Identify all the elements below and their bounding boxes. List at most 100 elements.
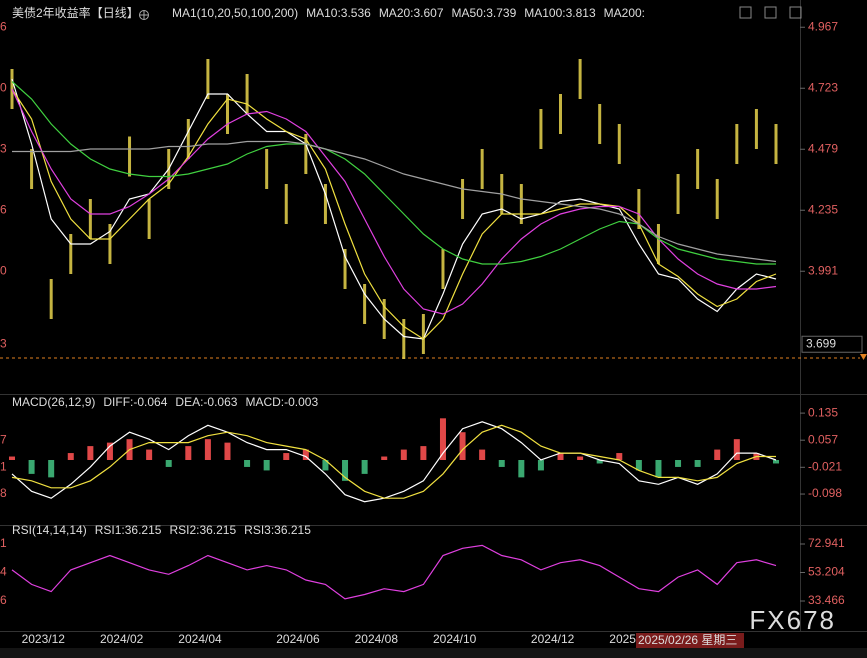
cursor-date: 2025/02/26 星期三	[638, 633, 737, 647]
macd-bar	[479, 449, 486, 460]
macd-bar	[537, 460, 544, 471]
macd-bar	[694, 460, 701, 467]
y-tick-label: -0.098	[808, 486, 842, 500]
series-line	[11, 421, 777, 503]
y-tick-label: 4.967	[808, 19, 838, 33]
left-axis-label: 8	[0, 486, 7, 500]
macd-bar	[655, 460, 662, 478]
legend-entry: DIFF:-0.064	[103, 395, 167, 409]
legend-entry: MA50:3.739	[452, 6, 517, 20]
chart-title: 美债2年收益率	[12, 5, 91, 20]
left-axis-label: 6	[0, 593, 7, 607]
y-tick-label: 72.941	[808, 536, 845, 550]
legend-entry: DEA:-0.063	[175, 395, 237, 409]
macd-bar	[106, 442, 113, 460]
macd-bar	[420, 446, 427, 460]
macd-bar	[263, 460, 270, 471]
watermark: FX678	[749, 605, 836, 635]
legend-entry: RSI(14,14,14)	[12, 523, 87, 537]
left-axis-label: 1	[0, 459, 7, 473]
last-price-box	[801, 335, 863, 353]
y-tick-label: 33.466	[808, 593, 845, 607]
macd-bar	[635, 460, 642, 471]
macd-bar	[596, 460, 603, 464]
series-line	[12, 140, 777, 263]
y-tick-label: 4.235	[808, 202, 838, 216]
series-line	[11, 88, 777, 340]
add-icon[interactable]	[139, 10, 149, 20]
x-tick-label: 2024/12	[531, 632, 575, 646]
left-axis-label: 3	[0, 336, 7, 350]
y-tick-label: 4.723	[808, 80, 838, 94]
toolbar-button[interactable]	[789, 6, 802, 19]
macd-bar	[557, 453, 564, 460]
toolbar-button[interactable]	[739, 6, 752, 19]
macd-bar	[733, 439, 740, 460]
x-tick-label: 2024/02	[100, 632, 144, 646]
macd-bar	[361, 460, 368, 474]
series-line	[11, 88, 777, 315]
x-tick-label: 2024/08	[355, 632, 399, 646]
macd-bar	[67, 453, 74, 460]
macd-bar	[616, 453, 623, 460]
left-axis-label: 0	[0, 263, 7, 277]
macd-bar	[675, 460, 682, 467]
macd-bar	[9, 456, 15, 460]
legend-entry: MA1(10,20,50,100,200)	[172, 6, 298, 20]
series-line	[11, 81, 776, 265]
left-axis-label: 6	[0, 19, 7, 33]
legend-entry: MA100:3.813	[524, 6, 596, 20]
tab-strip	[0, 648, 867, 658]
macd-bar	[244, 460, 251, 467]
macd-bar	[283, 453, 290, 460]
macd-bar	[224, 442, 231, 460]
left-axis-label: 0	[0, 80, 7, 94]
legend-entry: RSI2:36.215	[169, 523, 236, 537]
x-tick-label: 2024/10	[433, 632, 477, 646]
macd-bar	[400, 449, 407, 460]
last-price-label: 3.699	[806, 336, 836, 350]
macd-bar	[577, 456, 584, 460]
macd-bar	[185, 446, 192, 460]
left-axis-label: 6	[0, 202, 7, 216]
macd-bar	[342, 460, 349, 481]
legend-entry: MA10:3.536	[306, 6, 371, 20]
left-axis-label: 4	[0, 565, 7, 579]
y-tick-label: -0.021	[808, 459, 842, 473]
series-line	[11, 544, 777, 600]
series-line	[11, 424, 776, 499]
legend-entry: MA200:	[604, 6, 645, 20]
cursor-date-box	[636, 633, 744, 648]
macd-bar	[165, 460, 172, 467]
y-tick-label: 4.479	[808, 141, 838, 155]
macd-bar	[381, 456, 388, 460]
macd-bar	[459, 432, 466, 460]
toolbar-button[interactable]	[764, 6, 777, 19]
macd-bar	[498, 460, 505, 467]
x-tick-label: 2024/04	[178, 632, 222, 646]
macd-bar	[48, 460, 55, 478]
macd-bar	[439, 418, 446, 460]
x-tick-label: 2023/12	[22, 632, 66, 646]
series-line	[11, 78, 777, 340]
legend-entry: RSI3:36.215	[244, 523, 311, 537]
macd-bar	[518, 460, 525, 478]
macd-bar	[302, 449, 309, 460]
y-tick-label: 0.135	[808, 405, 838, 419]
legend-entry: MA20:3.607	[379, 6, 444, 20]
legend-entry: MACD:-0.003	[245, 395, 318, 409]
macd-bar	[28, 460, 35, 474]
left-axis-label: 7	[0, 432, 7, 446]
x-tick-label: 2025	[609, 632, 636, 646]
left-axis-label: 1	[0, 536, 7, 550]
legend-entry: RSI1:36.215	[95, 523, 162, 537]
macd-bar	[322, 460, 329, 471]
macd-bar	[87, 446, 94, 460]
macd-bar	[773, 460, 779, 464]
reference-arrow	[860, 354, 867, 360]
left-axis-label: 3	[0, 141, 7, 155]
macd-bar	[714, 449, 721, 460]
y-tick-label: 3.991	[808, 263, 838, 277]
y-tick-label: 0.057	[808, 432, 838, 446]
